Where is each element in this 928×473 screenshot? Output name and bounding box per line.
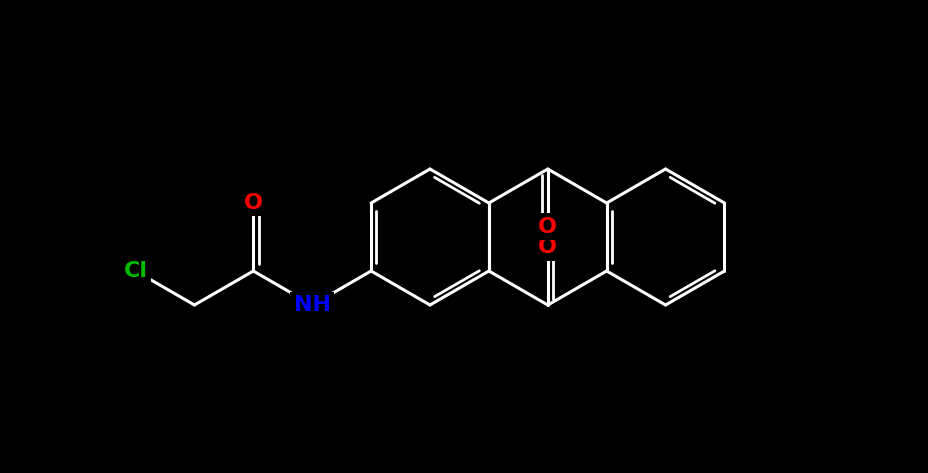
Text: O: O bbox=[537, 217, 557, 237]
Text: O: O bbox=[243, 193, 263, 213]
Text: O: O bbox=[537, 237, 557, 257]
Text: Cl: Cl bbox=[123, 261, 148, 281]
Text: NH: NH bbox=[293, 295, 330, 315]
